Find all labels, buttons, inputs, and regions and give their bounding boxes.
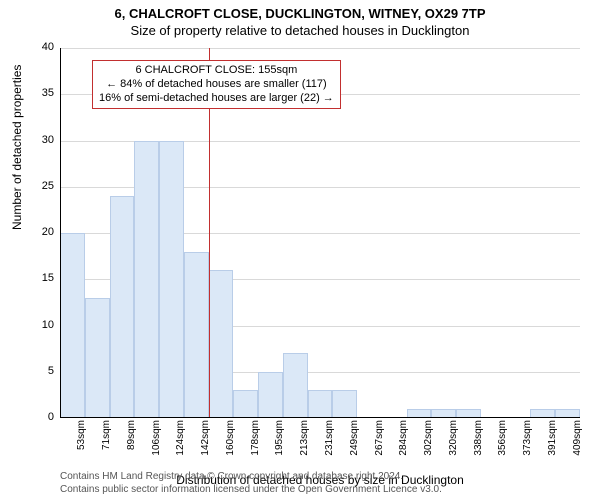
chart-subtitle: Size of property relative to detached ho… bbox=[0, 21, 600, 42]
x-tick: 178sqm bbox=[250, 420, 261, 470]
bar bbox=[283, 353, 308, 418]
x-tick: 231sqm bbox=[324, 420, 335, 470]
x-tick: 213sqm bbox=[299, 420, 310, 470]
y-tick: 5 bbox=[24, 365, 54, 377]
y-tick: 0 bbox=[24, 411, 54, 423]
chart-title: 6, CHALCROFT CLOSE, DUCKLINGTON, WITNEY,… bbox=[0, 0, 600, 21]
x-tick: 267sqm bbox=[374, 420, 385, 470]
bar bbox=[159, 141, 184, 419]
x-tick: 53sqm bbox=[76, 420, 87, 470]
annotation-line2: ← 84% of detached houses are smaller (11… bbox=[99, 78, 334, 92]
annotation-line1: 6 CHALCROFT CLOSE: 155sqm bbox=[99, 64, 334, 78]
y-tick: 40 bbox=[24, 41, 54, 53]
x-tick: 160sqm bbox=[225, 420, 236, 470]
y-axis-label: Number of detached properties bbox=[10, 65, 24, 230]
bar bbox=[85, 298, 110, 418]
x-tick: 284sqm bbox=[398, 420, 409, 470]
bar bbox=[60, 233, 85, 418]
footer: Contains HM Land Registry data © Crown c… bbox=[60, 470, 442, 496]
annotation-line3: 16% of semi-detached houses are larger (… bbox=[99, 92, 334, 106]
x-tick: 124sqm bbox=[175, 420, 186, 470]
x-tick: 106sqm bbox=[151, 420, 162, 470]
y-axis bbox=[60, 48, 61, 418]
y-tick: 25 bbox=[24, 180, 54, 192]
x-tick: 320sqm bbox=[448, 420, 459, 470]
x-tick: 356sqm bbox=[497, 420, 508, 470]
bar bbox=[308, 390, 333, 418]
x-tick: 302sqm bbox=[423, 420, 434, 470]
y-tick: 10 bbox=[24, 319, 54, 331]
bar bbox=[110, 196, 135, 418]
annotation-box: 6 CHALCROFT CLOSE: 155sqm ← 84% of detac… bbox=[92, 60, 341, 109]
chart-container: { "title": "6, CHALCROFT CLOSE, DUCKLING… bbox=[0, 0, 600, 500]
y-tick: 20 bbox=[24, 226, 54, 238]
bar bbox=[134, 141, 159, 419]
x-tick: 391sqm bbox=[547, 420, 558, 470]
bar bbox=[233, 390, 258, 418]
y-tick: 35 bbox=[24, 87, 54, 99]
footer-line1: Contains HM Land Registry data © Crown c… bbox=[60, 470, 442, 483]
y-tick: 15 bbox=[24, 272, 54, 284]
x-tick: 249sqm bbox=[349, 420, 360, 470]
bar bbox=[209, 270, 234, 418]
x-tick: 195sqm bbox=[274, 420, 285, 470]
footer-line2: Contains public sector information licen… bbox=[60, 483, 442, 496]
bar bbox=[184, 252, 209, 419]
x-tick: 142sqm bbox=[200, 420, 211, 470]
x-tick: 409sqm bbox=[572, 420, 583, 470]
x-axis bbox=[60, 417, 580, 418]
x-tick: 71sqm bbox=[101, 420, 112, 470]
bar bbox=[332, 390, 357, 418]
bar bbox=[258, 372, 283, 418]
x-tick: 89sqm bbox=[126, 420, 137, 470]
y-tick: 30 bbox=[24, 134, 54, 146]
x-tick: 373sqm bbox=[522, 420, 533, 470]
x-tick: 338sqm bbox=[473, 420, 484, 470]
